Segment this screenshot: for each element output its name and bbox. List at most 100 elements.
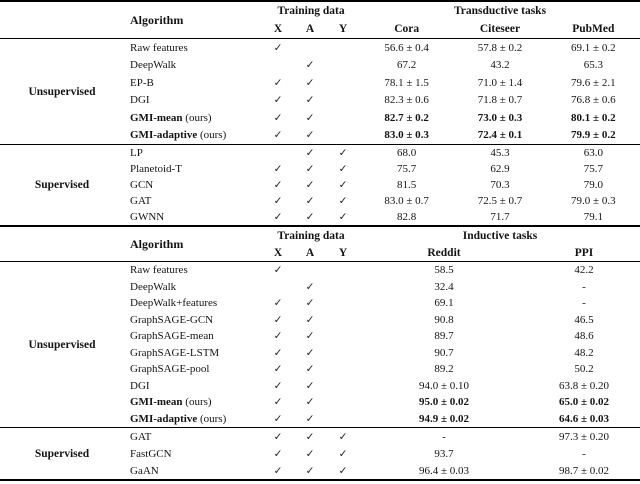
training-data-header: Training data <box>277 5 345 17</box>
value-cora: 68.0 <box>397 147 417 159</box>
algorithm-name: DeepWalk+features <box>130 297 218 310</box>
check-a: ✓ <box>294 109 326 127</box>
value-reddit: 32.4 <box>434 280 454 293</box>
section-rows: GAT ✓ ✓ ✓ - 97.3 ± 0.20 FastGCN ✓ ✓ ✓ 93.7 - GaAN ✓ ✓ ✓… <box>118 428 640 479</box>
check-a: ✓ <box>294 279 326 296</box>
value-citeseer: 45.3 <box>490 147 510 159</box>
check-y: ✓ <box>326 445 360 462</box>
check-x: ✓ <box>262 177 294 193</box>
checkmark-icon: ✓ <box>273 42 283 54</box>
value-reddit: 69.1 <box>434 297 454 310</box>
table-row: GraphSAGE-GCN ✓ ✓ 90.8 46.5 <box>118 312 640 329</box>
value-citeseer: 57.8 ± 0.2 <box>477 41 523 54</box>
check-x: ✓ <box>262 394 294 411</box>
algorithm-name: GaAN <box>130 464 159 477</box>
checkmark-icon: ✓ <box>273 347 283 359</box>
check-a: ✓ <box>294 394 326 411</box>
algorithm-name-cell: GAT <box>118 428 262 445</box>
algorithm-name: GMI-adaptive <box>130 129 198 142</box>
checkmark-icon: ✓ <box>305 413 315 425</box>
value-cora: 67.2 <box>397 59 417 72</box>
cora-column-header: Cora <box>394 23 420 35</box>
algorithm-name-cell: Raw features <box>118 262 262 279</box>
check-y: ✓ <box>326 193 360 209</box>
value-pubmed: 75.7 <box>583 163 603 175</box>
value-citeseer: 71.8 ± 0.7 <box>477 94 523 107</box>
ppi-column-header: PPI <box>574 246 594 259</box>
check-a: ✓ <box>294 411 326 428</box>
checkmark-icon: ✓ <box>338 448 348 460</box>
section-rows: Raw features ✓ 56.6 ± 0.4 57.8 ± 0.2 69.1 ± … <box>118 39 640 144</box>
algorithm-name-cell: DeepWalk <box>118 57 262 75</box>
training-col-y-header: Y <box>338 23 348 35</box>
check-x <box>262 145 294 161</box>
value-reddit: 93.7 <box>434 447 454 460</box>
checkmark-icon: ✓ <box>338 196 348 207</box>
algorithm-name-cell: GraphSAGE-GCN <box>118 312 262 329</box>
table-row: GWNN ✓ ✓ ✓ 82.8 71.7 79.1 <box>118 209 640 225</box>
checkmark-icon: ✓ <box>338 431 348 443</box>
check-x <box>262 279 294 296</box>
table-row: Raw features ✓ 58.5 42.2 <box>118 262 640 279</box>
value-reddit: 89.7 <box>434 330 454 343</box>
check-y: ✓ <box>326 161 360 177</box>
checkmark-icon: ✓ <box>305 314 315 326</box>
training-col-x-header: X <box>273 23 283 35</box>
checkmark-icon: ✓ <box>305 380 315 392</box>
checkmark-icon: ✓ <box>273 95 283 107</box>
checkmark-icon: ✓ <box>305 465 315 477</box>
checkmark-icon: ✓ <box>305 196 315 207</box>
check-a: ✓ <box>294 161 326 177</box>
check-a: ✓ <box>294 428 326 445</box>
checkmark-icon: ✓ <box>305 448 315 460</box>
algorithm-name-cell: GCN <box>118 177 262 193</box>
check-y <box>326 295 360 312</box>
checkmark-icon: ✓ <box>305 130 315 142</box>
table-row: Raw features ✓ 56.6 ± 0.4 57.8 ± 0.2 69.1 ± … <box>118 39 640 57</box>
checkmark-icon: ✓ <box>273 413 283 425</box>
transductive-table-body: Unsupervised Raw features ✓ 56.6 ± 0.4 57.8 … <box>0 39 640 225</box>
algorithm-name-cell: GMI-mean (ours) <box>118 109 262 127</box>
transductive-table: Algorithm Training data Transductive tas… <box>0 0 640 225</box>
training-data-header: Training data <box>277 229 345 242</box>
check-y <box>326 312 360 329</box>
algorithm-name: Planetoid-T <box>130 163 182 175</box>
check-x: ✓ <box>262 328 294 345</box>
reddit-column-header: Reddit <box>427 246 461 259</box>
checkmark-icon: ✓ <box>273 380 283 392</box>
check-x: ✓ <box>262 295 294 312</box>
value-cora: 83.0 ± 0.3 <box>384 129 429 142</box>
check-x: ✓ <box>262 74 294 92</box>
check-a: ✓ <box>294 74 326 92</box>
check-x: ✓ <box>262 312 294 329</box>
checkmark-icon: ✓ <box>305 60 315 72</box>
check-a: ✓ <box>294 209 326 225</box>
table-row: DGI ✓ ✓ 94.0 ± 0.10 63.8 ± 0.20 <box>118 378 640 395</box>
training-col-a-header: A <box>305 23 315 35</box>
check-x <box>262 57 294 75</box>
inductive-table-header: Algorithm Training data Inductive tasks … <box>0 227 640 262</box>
table-row: EP-B ✓ ✓ 78.1 ± 1.5 71.0 ± 1.4 79.6 ± 2.1 <box>118 74 640 92</box>
table-row: GMI-mean (ours) ✓ ✓ 82.7 ± 0.2 73.0 ± 0.3 80.… <box>118 109 640 127</box>
checkmark-icon: ✓ <box>273 180 283 191</box>
checkmark-icon: ✓ <box>338 164 348 175</box>
value-ppi: 50.2 <box>574 363 594 376</box>
section-label: Supervised <box>34 179 90 191</box>
check-a: ✓ <box>294 445 326 462</box>
checkmark-icon: ✓ <box>305 431 315 443</box>
algorithm-name: LP <box>130 147 143 159</box>
checkmark-icon: ✓ <box>273 397 283 409</box>
algorithm-name: GraphSAGE-GCN <box>130 313 214 326</box>
checkmark-icon: ✓ <box>338 180 348 191</box>
value-ppi: 42.2 <box>574 264 594 277</box>
value-ppi: 46.5 <box>574 313 594 326</box>
table-row: LP ✓ ✓ 68.0 45.3 63.0 <box>118 145 640 161</box>
table-row: DeepWalk ✓ 32.4 - <box>118 279 640 296</box>
check-a: ✓ <box>294 145 326 161</box>
table-row: GMI-adaptive (ours) ✓ ✓ 94.9 ± 0.02 64.6 ± 0… <box>118 411 640 428</box>
check-a: ✓ <box>294 345 326 362</box>
check-a: ✓ <box>294 361 326 378</box>
value-citeseer: 72.5 ± 0.7 <box>477 195 523 207</box>
checkmark-icon: ✓ <box>273 196 283 207</box>
check-a: ✓ <box>294 193 326 209</box>
